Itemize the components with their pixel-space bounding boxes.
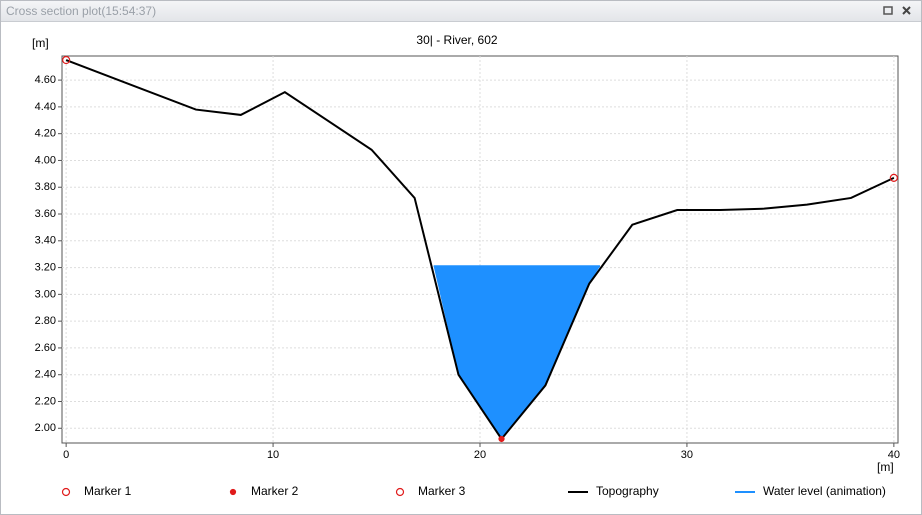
legend-label: Marker 2 bbox=[251, 484, 299, 498]
legend-symbol bbox=[229, 488, 237, 496]
y-tick-label: 2.40 bbox=[35, 369, 56, 381]
y-tick-label: 4.60 bbox=[35, 74, 56, 86]
y-tick-label: 2.80 bbox=[35, 315, 56, 327]
close-button[interactable] bbox=[902, 6, 911, 15]
x-tick-label: 30 bbox=[681, 449, 693, 461]
y-tick-label: 3.60 bbox=[35, 208, 56, 220]
y-tick-label: 3.20 bbox=[35, 261, 56, 273]
x-axis-label: [m] bbox=[877, 460, 894, 474]
y-tick-label: 3.80 bbox=[35, 181, 56, 193]
y-axis-label: [m] bbox=[32, 36, 49, 50]
restore-button[interactable] bbox=[883, 6, 893, 15]
x-tick-label: 20 bbox=[474, 449, 486, 461]
marker bbox=[889, 173, 898, 182]
x-tick-label: 0 bbox=[63, 449, 69, 461]
y-tick-label: 4.40 bbox=[35, 101, 56, 113]
marker bbox=[498, 435, 505, 443]
chart: 30| - River, 602 [m] [m] 2.00 2.20 2.40 2.6… bbox=[32, 33, 900, 498]
y-tick-label: 2.20 bbox=[35, 395, 56, 407]
chart-title: 30| - River, 602 bbox=[416, 33, 497, 47]
y-tick-label: 4.20 bbox=[35, 128, 56, 140]
y-tick-label: 4.00 bbox=[35, 154, 56, 166]
y-tick-label: 3.40 bbox=[35, 235, 56, 247]
title-bar: Cross section plot(15:54:37) bbox=[1, 1, 921, 22]
x-tick-label: 40 bbox=[888, 449, 900, 461]
legend-symbol bbox=[61, 487, 71, 497]
legend-label: Marker 1 bbox=[84, 484, 132, 498]
y-tick-label: 2.60 bbox=[35, 342, 56, 354]
window-title: Cross section plot(15:54:37) bbox=[6, 4, 157, 18]
y-tick-label: 3.00 bbox=[35, 288, 56, 300]
legend-label: Water level (animation) bbox=[763, 484, 886, 498]
marker bbox=[62, 55, 71, 65]
y-tick-label: 2.00 bbox=[35, 422, 56, 434]
water-area bbox=[433, 266, 601, 439]
legend-symbol bbox=[395, 487, 405, 497]
topography-line bbox=[65, 59, 895, 441]
window-buttons[interactable] bbox=[877, 1, 917, 21]
legend-label: Marker 3 bbox=[418, 484, 466, 498]
x-tick-label: 10 bbox=[267, 449, 279, 461]
legend-label: Topography bbox=[596, 484, 659, 498]
